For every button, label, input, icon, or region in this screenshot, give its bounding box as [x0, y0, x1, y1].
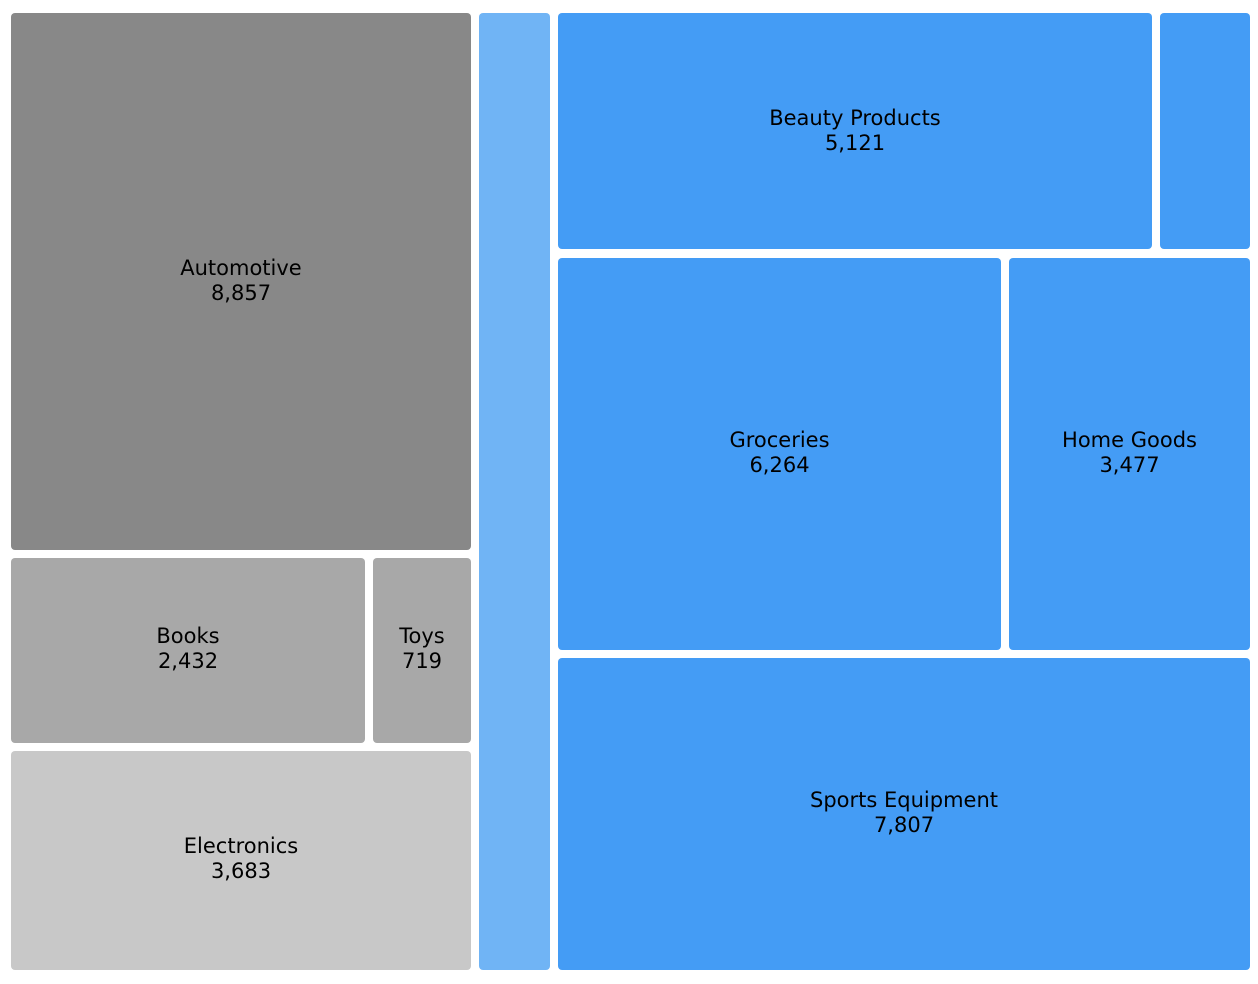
tile-groceries-name: Groceries — [729, 428, 830, 452]
tile-toys[interactable]: Toys 719 — [373, 558, 471, 743]
tile-electronics[interactable]: Electronics 3,683 — [11, 751, 471, 970]
tile-groceries-value: 6,264 — [749, 453, 810, 477]
tile-home-goods[interactable]: Home Goods 3,477 — [1009, 258, 1250, 650]
tile-toys-name: Toys — [399, 624, 445, 648]
tile-books-value: 2,432 — [157, 649, 219, 673]
tile-electronics-value: 3,683 — [210, 859, 272, 883]
tile-beauty-products-name: Beauty Products — [769, 106, 941, 130]
tile-sports-equipment-value: 7,807 — [873, 813, 935, 837]
tile-beauty-products[interactable]: Beauty Products 5,121 — [558, 13, 1152, 249]
tile-unlabeled-strip[interactable] — [479, 13, 550, 970]
tile-automotive[interactable]: Automotive 8,857 — [11, 13, 471, 550]
tile-unlabeled-small[interactable] — [1160, 13, 1250, 249]
tile-books-name: Books — [156, 624, 220, 648]
tile-electronics-name: Electronics — [183, 834, 299, 858]
tile-books[interactable]: Books 2,432 — [11, 558, 365, 743]
tile-sports-equipment-name: Sports Equipment — [810, 788, 998, 812]
tile-home-goods-name: Home Goods — [1062, 428, 1197, 452]
tile-groceries[interactable]: Groceries 6,264 — [558, 258, 1001, 650]
tile-automotive-name: Automotive — [180, 256, 302, 280]
tile-beauty-products-value: 5,121 — [824, 131, 886, 155]
tile-sports-equipment[interactable]: Sports Equipment 7,807 — [558, 658, 1250, 970]
tile-toys-value: 719 — [401, 649, 443, 673]
tile-home-goods-value: 3,477 — [1099, 453, 1160, 477]
tile-automotive-value: 8,857 — [210, 281, 272, 305]
